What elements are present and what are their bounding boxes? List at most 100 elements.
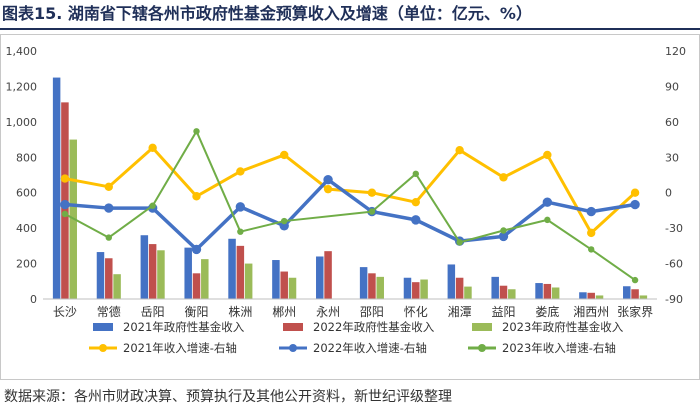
- series-point: [236, 167, 245, 176]
- legend-label: 2021年收入增速-右轴: [123, 341, 237, 355]
- bar: [447, 264, 456, 299]
- series-point: [60, 199, 70, 210]
- bar: [403, 277, 412, 299]
- y-right-tick-label: 0: [665, 187, 672, 200]
- bars-layer: [52, 77, 648, 299]
- y-left-tick-label: 1,200: [6, 80, 38, 93]
- series-point: [191, 244, 202, 255]
- x-tick-label: 常德: [97, 304, 121, 319]
- bar: [508, 289, 516, 299]
- x-tick-label: 岳阳: [141, 305, 165, 319]
- bar: [376, 276, 384, 299]
- legend-marker: [289, 344, 297, 352]
- series-point: [281, 217, 288, 225]
- series-point: [630, 199, 640, 210]
- bar: [96, 252, 105, 299]
- series-point: [280, 150, 289, 160]
- x-tick-label: 郴州: [272, 305, 296, 319]
- x-tick-label: 永州: [316, 305, 340, 319]
- legend-swatch: [472, 323, 492, 331]
- series-point: [323, 184, 333, 194]
- source-note: 数据来源：各州市财政决算、预算执行及其他公开资料，新世纪评级整理: [4, 389, 452, 405]
- bar: [192, 273, 201, 299]
- series-point: [456, 239, 463, 246]
- series-point: [237, 228, 244, 235]
- series-point: [279, 221, 289, 231]
- y-right-tick-label: 120: [665, 45, 686, 58]
- chart-svg: 0 200 400 600 800 1,000 1,200 1,400 -90 -60 -30 0 30…: [6, 45, 687, 355]
- series-point: [498, 231, 509, 242]
- lines-layer: [60, 128, 640, 284]
- series-point: [323, 175, 333, 185]
- legend-label: 2021年政府性基金收入: [123, 320, 245, 334]
- y-right-tick-label: 60: [665, 116, 679, 129]
- series-point: [367, 188, 377, 197]
- legend-marker: [99, 344, 107, 352]
- series-point: [60, 174, 70, 183]
- y-right-tick-label: 90: [665, 80, 679, 93]
- series-point: [368, 208, 376, 215]
- chart-title: 图表15. 湖南省下辖各州市政府性基金预算收入及增速（单位：亿元、%）: [0, 0, 700, 30]
- series-point: [499, 173, 508, 182]
- series-line: [64, 146, 637, 235]
- y-left-tick-label: 200: [16, 258, 37, 271]
- bar: [236, 245, 245, 299]
- bar: [639, 295, 648, 299]
- legend-label: 2022年收入增速-右轴: [313, 341, 427, 355]
- bar: [595, 295, 604, 299]
- series-point: [630, 188, 640, 197]
- series-point: [587, 228, 596, 238]
- bar: [420, 279, 428, 299]
- bar: [113, 274, 121, 299]
- series-point: [543, 150, 552, 160]
- bar: [157, 250, 165, 299]
- x-tick-label: 长沙: [53, 305, 77, 319]
- bar: [455, 277, 464, 299]
- x-tick-label: 湘西州: [573, 304, 609, 319]
- y-right-tick-label: -30: [665, 222, 683, 235]
- x-tick-label: 张家界: [617, 304, 653, 319]
- legend: 2021年政府性基金收入 2022年政府性基金收入 2023年政府性基金收入 2021…: [89, 320, 624, 355]
- bar: [543, 283, 552, 299]
- series-point: [542, 197, 553, 207]
- legend-label: 2023年收入增速-右轴: [502, 341, 616, 355]
- x-tick-label: 娄底: [535, 304, 559, 319]
- series-point: [411, 197, 420, 207]
- x-tick-label: 衡阳: [184, 305, 208, 319]
- bar: [368, 273, 376, 299]
- bar: [631, 289, 639, 299]
- y-right-tick-label: 30: [665, 151, 679, 164]
- y-left-tick-label: 400: [16, 222, 37, 235]
- legend-swatch: [283, 323, 303, 331]
- bar: [280, 271, 288, 299]
- axes-layer: 0 200 400 600 800 1,000 1,200 1,400 -90 -60 -30 0 30…: [6, 45, 687, 319]
- series-point: [412, 170, 419, 178]
- bar: [272, 260, 280, 299]
- series-point: [586, 206, 596, 217]
- series-point: [411, 215, 421, 225]
- series-point: [104, 182, 113, 192]
- bar: [244, 263, 253, 299]
- series-point: [104, 203, 114, 213]
- series-point: [455, 146, 464, 155]
- bar: [228, 238, 236, 299]
- y-left-tick-label: 1,000: [6, 116, 38, 129]
- y-right-tick-label: -90: [665, 293, 683, 306]
- x-tick-label: 怀化: [404, 305, 428, 319]
- series-line: [64, 177, 636, 252]
- series-point: [192, 192, 201, 201]
- legend-label: 2023年政府性基金收入: [502, 320, 624, 334]
- x-tick-label: 益阳: [491, 305, 515, 319]
- chart-area: 0 200 400 600 800 1,000 1,200 1,400 -90 -60 -30 0 30…: [0, 34, 700, 380]
- bar: [412, 282, 420, 299]
- bar: [359, 267, 368, 299]
- bar: [579, 292, 587, 299]
- bar: [52, 77, 61, 299]
- bar: [184, 247, 192, 299]
- y-right-tick-label: -60: [665, 258, 683, 271]
- series-point: [148, 143, 157, 153]
- y-left-tick-label: 1,400: [6, 45, 38, 58]
- bar: [551, 287, 560, 299]
- bar: [201, 259, 209, 299]
- bar: [105, 258, 113, 299]
